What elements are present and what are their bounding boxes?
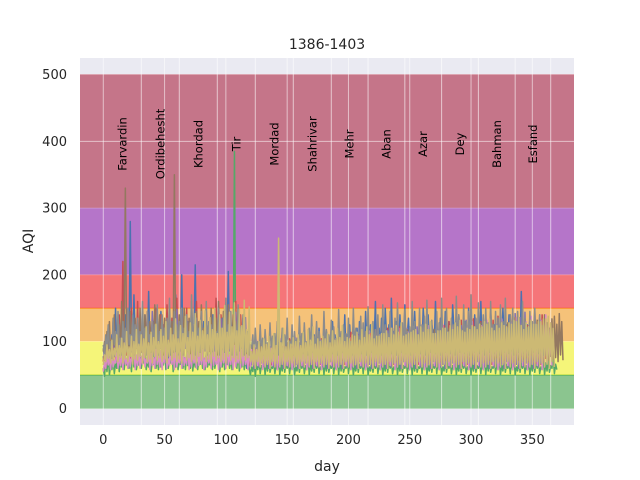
month-label-3: Tir <box>229 136 243 152</box>
y-tick-label-5: 500 <box>42 68 67 83</box>
x-tick-label-6: 300 <box>459 433 484 448</box>
month-label-1: Ordibehesht <box>153 108 167 179</box>
x-tick-label-5: 250 <box>397 433 422 448</box>
x-tick-label-2: 100 <box>213 433 238 448</box>
y-axis-label: AQI <box>21 229 37 253</box>
y-tick-label-2: 200 <box>42 268 67 283</box>
x-tick-label-7: 350 <box>520 433 545 448</box>
month-label-5: Shahrivar <box>305 116 319 172</box>
y-tick-label-1: 100 <box>42 335 67 350</box>
month-label-7: Aban <box>379 129 393 159</box>
x-tick-label-1: 50 <box>156 433 173 448</box>
x-tick-label-4: 200 <box>336 433 361 448</box>
x-tick-labels: 0 50 100 150 200 250 300 350 <box>99 433 545 448</box>
aqi-band-4 <box>80 208 574 275</box>
month-label-0: Farvardin <box>115 117 129 171</box>
month-label-2: Khordad <box>191 120 205 168</box>
month-label-9: Dey <box>453 132 467 155</box>
aqi-band-0 <box>80 374 574 409</box>
series-line-1 <box>102 150 558 378</box>
x-tick-label-0: 0 <box>99 433 107 448</box>
series-lines <box>102 150 564 378</box>
y-tick-labels: 0 100 200 300 400 500 <box>42 68 67 417</box>
y-tick-label-0: 0 <box>59 402 67 417</box>
series-line-7 <box>102 237 556 370</box>
series-line-6 <box>102 294 546 360</box>
month-label-8: Azar <box>416 131 430 157</box>
y-tick-label-4: 400 <box>42 135 67 150</box>
month-label-4: Mordad <box>267 122 281 165</box>
month-label-6: Mehr <box>343 129 357 158</box>
chart-title: 1386-1403 <box>289 37 365 53</box>
month-label-10: Bahman <box>490 120 504 168</box>
y-tick-label-3: 300 <box>42 202 67 217</box>
month-label-11: Esfand <box>526 125 540 164</box>
x-axis-label: day <box>314 459 340 475</box>
aqi-band-3 <box>80 274 574 309</box>
x-tick-label-3: 150 <box>275 433 300 448</box>
month-labels: Farvardin Ordibehesht Khordad Tir Mordad Shah… <box>115 108 540 179</box>
